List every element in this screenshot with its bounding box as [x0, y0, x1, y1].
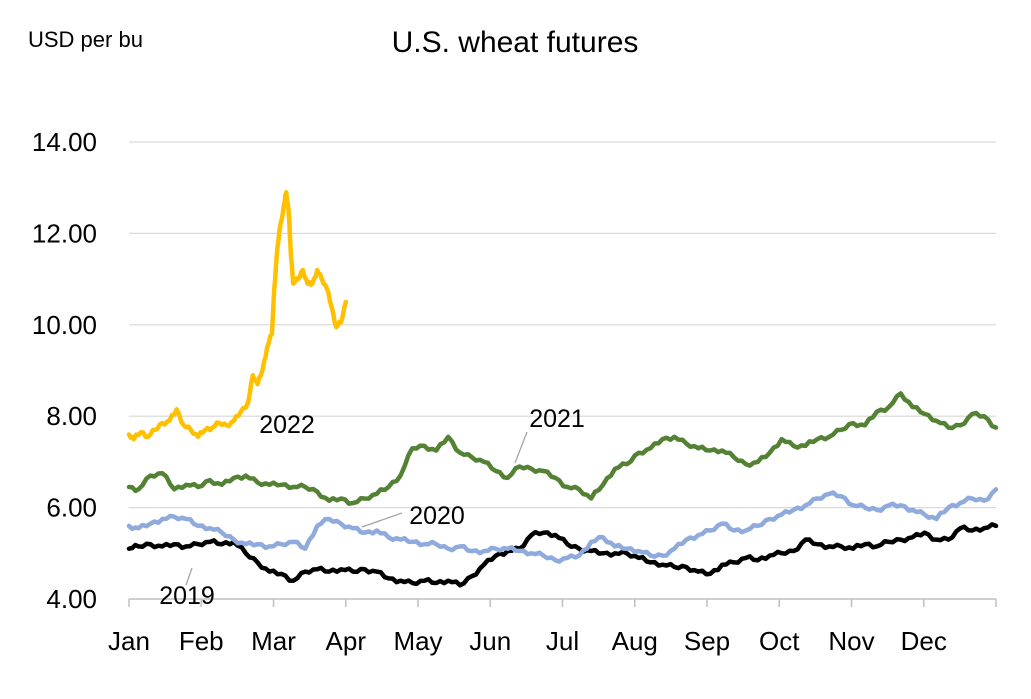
x-tick-label: Mar — [251, 626, 296, 656]
x-tick-label: Sep — [684, 626, 730, 656]
y-axis-tick-labels: 4.00 6.00 8.00 10.00 12.00 14.00 — [32, 127, 97, 614]
callout-leader-2020 — [361, 512, 403, 528]
series-callouts: 2022 2021 2020 2019 — [159, 405, 585, 610]
callout-leader-2021 — [514, 431, 528, 464]
series-lines — [126, 190, 999, 588]
x-tick-label: Feb — [179, 626, 224, 656]
series-line-2022 — [126, 190, 349, 442]
x-tick-label: Dec — [901, 626, 947, 656]
y-tick-label: 14.00 — [32, 127, 97, 157]
y-axis-unit-label: USD per bu — [28, 27, 143, 52]
y-tick-label: 8.00 — [46, 401, 97, 431]
y-tick-label: 10.00 — [32, 310, 97, 340]
y-tick-label: 12.00 — [32, 218, 97, 248]
series-line-2021 — [126, 391, 999, 506]
x-tick-label: Aug — [612, 626, 658, 656]
series-label-2020: 2020 — [409, 502, 465, 530]
gridlines — [129, 141, 996, 509]
x-tick-label: Jul — [546, 626, 579, 656]
series-line-2019 — [126, 522, 999, 588]
x-tick-label: Jan — [108, 626, 150, 656]
y-tick-label: 6.00 — [46, 493, 97, 523]
y-tick-label: 4.00 — [46, 584, 97, 614]
series-label-2019: 2019 — [159, 582, 215, 610]
series-line-2020 — [126, 487, 999, 564]
series-label-2022: 2022 — [259, 411, 315, 439]
callout-leader-2019 — [185, 567, 193, 586]
x-axis-tick-labels: Jan Feb Mar Apr May Jun Jul Aug Sep Oct Nov Dec — [108, 626, 947, 656]
x-tick-label: Nov — [828, 626, 874, 656]
x-axis-ticks — [128, 599, 997, 607]
x-tick-label: May — [393, 626, 442, 656]
x-tick-label: Jun — [469, 626, 511, 656]
chart-title: U.S. wheat futures — [392, 26, 639, 59]
x-tick-label: Oct — [759, 626, 800, 656]
series-label-2021: 2021 — [529, 405, 585, 433]
x-tick-label: Apr — [326, 626, 367, 656]
